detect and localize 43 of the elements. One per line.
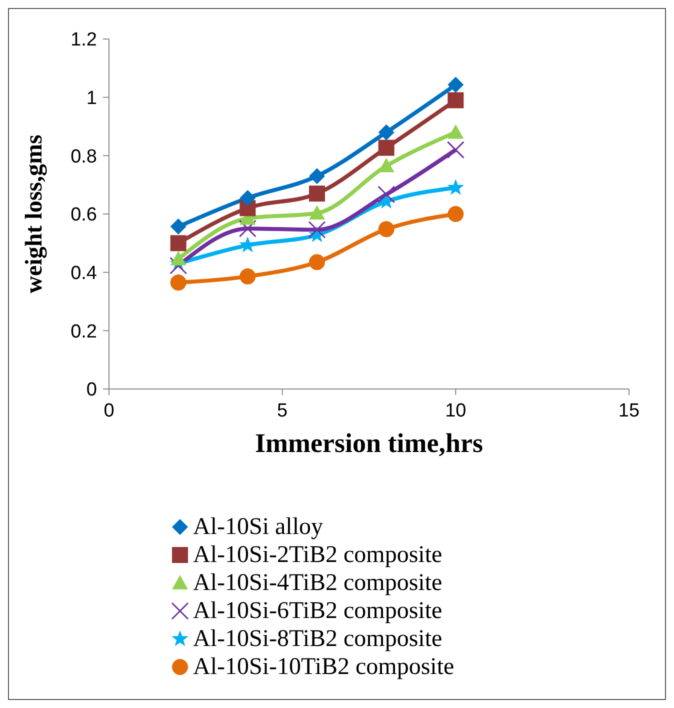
point bbox=[309, 168, 325, 184]
x-tick-label: 0 bbox=[104, 400, 114, 422]
point bbox=[240, 190, 256, 206]
x-tick-label: 10 bbox=[445, 400, 466, 422]
y-tick-label: 0.8 bbox=[70, 146, 97, 168]
y-tick-label: 1 bbox=[86, 88, 97, 110]
x-axis-title: Immersion time,hrs bbox=[255, 428, 483, 458]
point bbox=[448, 124, 464, 139]
y-tick-label: 1.2 bbox=[70, 30, 97, 51]
point bbox=[170, 274, 186, 291]
point bbox=[170, 256, 188, 274]
legend-label: Al-10Si-10TiB2 composite bbox=[193, 653, 454, 681]
y-tick-label: 0.6 bbox=[70, 204, 97, 226]
point bbox=[378, 124, 394, 140]
point bbox=[309, 205, 325, 220]
point bbox=[309, 186, 325, 202]
point bbox=[448, 76, 464, 93]
point bbox=[170, 250, 186, 266]
legend-label: Al-10Si alloy bbox=[193, 513, 323, 541]
y-axis-title: weight loss,gms bbox=[22, 134, 48, 294]
y-tick-label: 0 bbox=[86, 380, 97, 401]
y-tick-label: 0.2 bbox=[70, 321, 97, 342]
point bbox=[378, 158, 394, 172]
point bbox=[447, 178, 464, 195]
point bbox=[170, 218, 186, 235]
point bbox=[378, 140, 394, 156]
point bbox=[170, 235, 186, 252]
point bbox=[309, 254, 325, 270]
point bbox=[308, 221, 326, 238]
point bbox=[238, 220, 256, 238]
point bbox=[378, 186, 396, 204]
legend-label: Al-10Si-8TiB2 composite bbox=[193, 625, 442, 653]
point bbox=[378, 221, 394, 238]
point bbox=[448, 92, 464, 108]
y-tick-label: 0.4 bbox=[70, 263, 98, 284]
legend-label: Al-10Si-2TiB2 composite bbox=[193, 541, 442, 569]
x-tick-label: 5 bbox=[277, 400, 288, 422]
x-tick-label: 15 bbox=[618, 400, 640, 422]
legend-label: Al-10Si-6TiB2 composite bbox=[193, 597, 442, 625]
point bbox=[448, 206, 464, 222]
point bbox=[446, 141, 464, 159]
legend-label: Al-10Si-4TiB2 composite bbox=[193, 569, 442, 597]
point bbox=[240, 268, 256, 284]
